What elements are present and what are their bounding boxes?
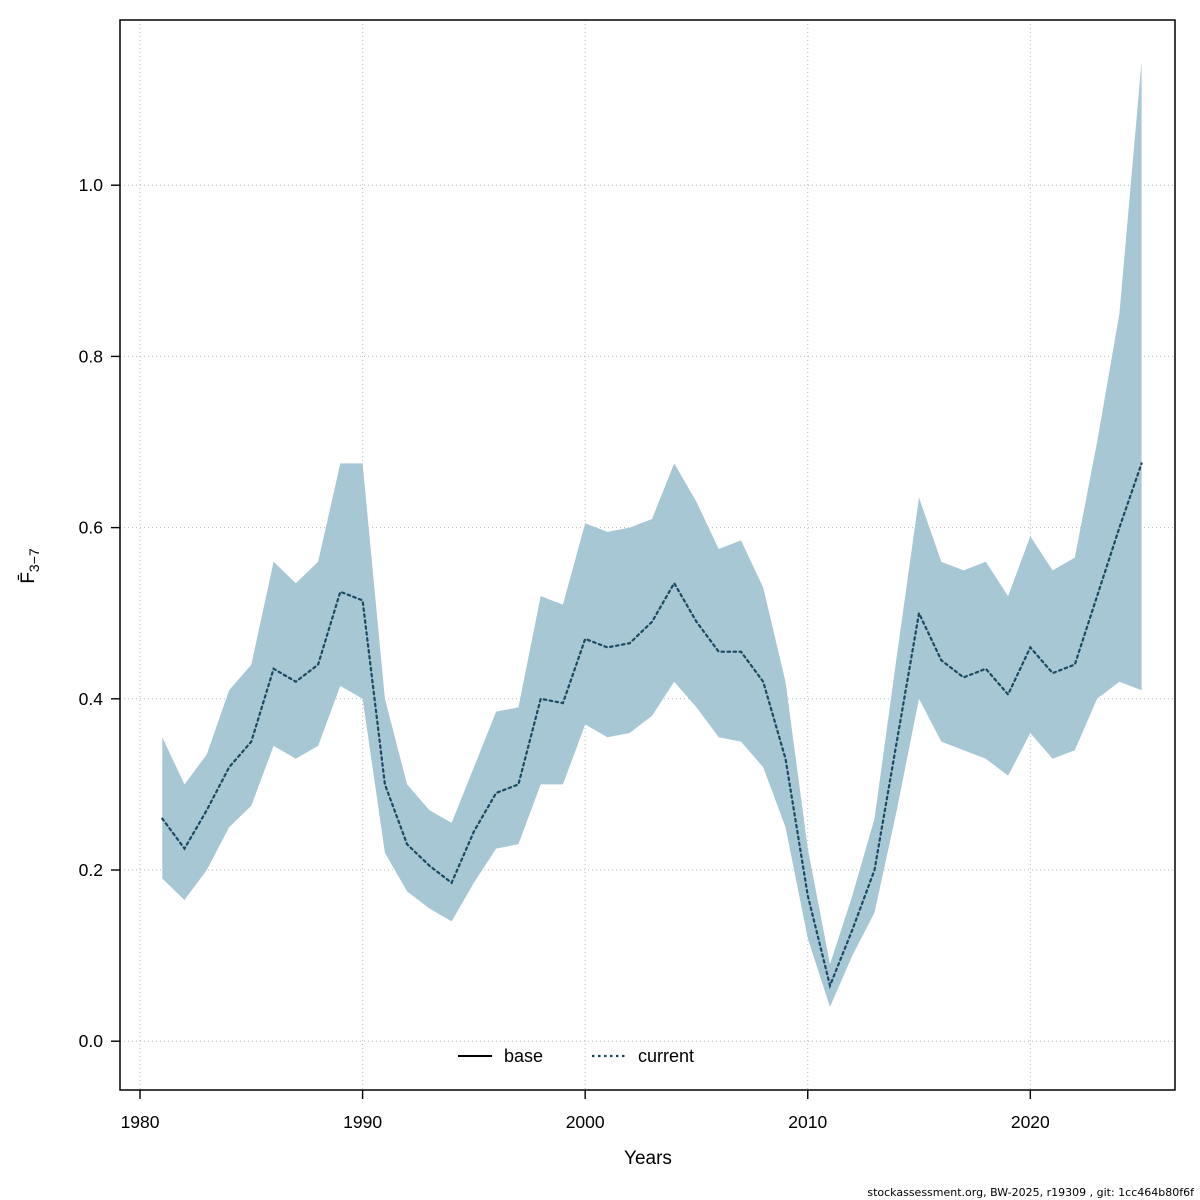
y-tick-label: 0.8: [79, 346, 103, 366]
confidence-band: [162, 61, 1142, 1008]
y-tick-label: 0.2: [79, 860, 103, 880]
footer-attribution: stockassessment.org, BW-2025, r19309 , g…: [867, 1186, 1195, 1199]
y-tick-label: 0.0: [79, 1031, 104, 1051]
y-tick-label: 0.4: [79, 689, 104, 709]
x-tick-label: 1990: [343, 1112, 382, 1132]
axis-ticks: 1980 1990 2000 2010 2020 0.0 0.2 0.4 0.6 0.8 1.0: [79, 175, 1050, 1132]
legend-base-label: base: [504, 1046, 543, 1066]
y-axis-title-sub: 3−7: [26, 548, 42, 572]
legend: base current: [458, 1046, 694, 1066]
y-tick-label: 0.6: [79, 518, 103, 538]
x-tick-label: 1980: [121, 1112, 160, 1132]
x-tick-label: 2020: [1011, 1112, 1050, 1132]
current-line: [161, 462, 1143, 990]
series-line-layer: [161, 462, 1143, 990]
confidence-band-layer: [162, 61, 1142, 1008]
x-tick-label: 2010: [788, 1112, 827, 1132]
x-axis-title: Years: [624, 1148, 672, 1169]
legend-current-label: current: [638, 1046, 694, 1066]
y-tick-label: 1.0: [79, 175, 104, 195]
y-axis-title-main: F̄: [18, 572, 39, 584]
x-tick-label: 2000: [566, 1112, 605, 1132]
plot-border: [119, 19, 1176, 1091]
y-axis-title: F̄3−7: [18, 548, 42, 584]
